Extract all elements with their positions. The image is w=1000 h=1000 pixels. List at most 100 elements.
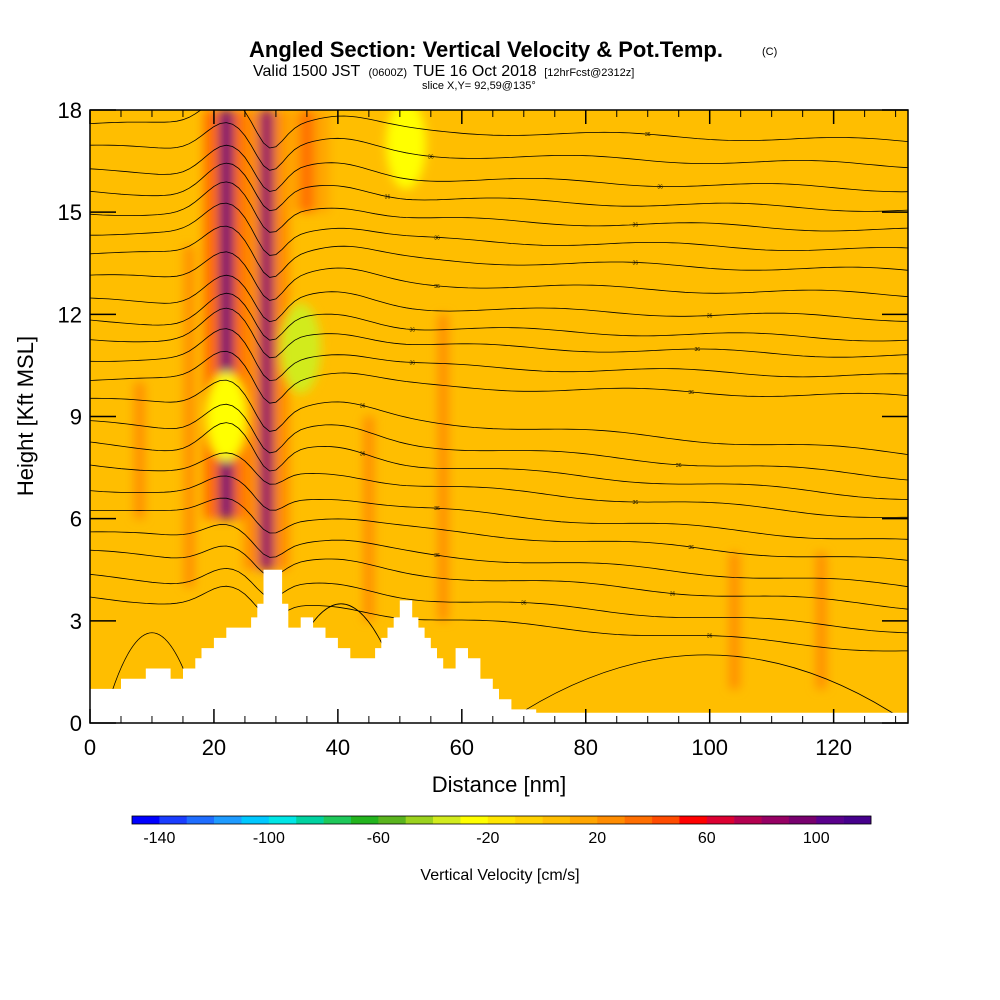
isentrope-label: 36 (657, 185, 663, 191)
colorbar-segment (843, 816, 872, 824)
isentrope-line (90, 497, 908, 561)
colorbar-segment (159, 816, 188, 824)
chart-title-tag: (C) (762, 46, 777, 58)
colorbar-tick-label: 60 (698, 830, 716, 847)
valid-prefix: Valid 1500 JST (253, 63, 361, 80)
colorbar-segment (679, 816, 708, 824)
x-axis: 0 20 40 60 80 100 120 (84, 110, 897, 760)
slice-info: slice X,Y= 92,59@135° (422, 80, 536, 92)
isentrope-line (90, 567, 908, 634)
isentrope-label: 36 (385, 195, 391, 201)
isentrope-label: 36 (633, 260, 639, 266)
colorbar-tick-label: -20 (476, 830, 499, 847)
isentrope-label: 36 (707, 314, 713, 320)
chart-subtitle: Valid 1500 JST (0600Z) TUE 16 Oct 2018 [… (253, 63, 634, 80)
colorbar-tick-label: -60 (367, 830, 390, 847)
isentrope-label: 36 (676, 463, 682, 469)
colorbar-segment (405, 816, 434, 824)
weak-updraft (363, 416, 374, 621)
y-tick-label: 3 (70, 609, 82, 634)
isentrope-label: 36 (409, 327, 415, 333)
x-tick-label: 80 (574, 735, 598, 760)
x-tick-label: 0 (84, 735, 96, 760)
isentrope-lines: 36 36 36 36 36 36 36 36 36 36 36 36 36 36 36 36 36 36 36 36… (90, 110, 908, 723)
colorbar-segment (734, 816, 762, 824)
weak-updraft (729, 552, 740, 689)
colorbar-segment (788, 816, 817, 824)
isentrope-line (90, 181, 908, 233)
isentrope-line (90, 475, 908, 540)
isentrope-label: 36 (434, 284, 440, 290)
isentrope-line (90, 144, 908, 193)
isentrope-line (90, 307, 908, 359)
isentrope-label: 36 (707, 634, 713, 640)
y-tick-label: 6 (70, 507, 82, 532)
isentrope-label: 36 (670, 592, 676, 598)
updraft-column (299, 110, 314, 213)
forecast-info: [12hrFcst@2312z] (544, 67, 634, 79)
colorbar-segment (761, 816, 790, 824)
weak-updraft (134, 382, 145, 519)
plot-area: 36 36 36 36 36 36 36 36 36 36 36 36 36 36 36 36 36 36 36 36… (90, 110, 908, 723)
colorbar-segment (460, 816, 489, 824)
y-tick-label: 9 (70, 405, 82, 430)
weak-updraft (438, 314, 449, 621)
isentrope-label: 36 (688, 545, 694, 551)
isentrope-label: 36 (633, 223, 639, 229)
colorbar-segment (378, 816, 407, 824)
colorbar-segment (186, 816, 215, 824)
colorbar-frame (131, 815, 872, 825)
isentrope-label: 36 (409, 360, 415, 366)
y-tick-label: 0 (70, 711, 82, 736)
isentrope-label: 36 (645, 132, 651, 138)
isentrope-label: 36 (633, 500, 639, 506)
x-axis-label: Distance [nm] (432, 772, 567, 797)
colorbar-segment (433, 816, 461, 824)
weak-updraft (816, 552, 827, 689)
isentrope-line (90, 274, 908, 323)
colorbar-segment (652, 816, 680, 824)
colorbar-segment (241, 816, 270, 824)
isentrope-line (90, 403, 908, 481)
isentrope-line (90, 452, 908, 518)
isentrope-label: 36 (688, 390, 694, 396)
colorbar-segment (515, 816, 543, 824)
colorbar-tick-label: 20 (588, 830, 606, 847)
colorbar-segment (268, 816, 297, 824)
terrain (90, 569, 908, 723)
x-tick-label: 40 (326, 735, 350, 760)
isentrope-line (90, 328, 908, 382)
y-tick-label: 15 (58, 200, 82, 225)
isentrope-label: 36 (434, 553, 440, 559)
isentrope-line (90, 545, 908, 610)
isentrope-line (90, 585, 908, 652)
colorbar-segment (624, 816, 653, 824)
isentrope-label: 36 (360, 403, 366, 409)
colorbar-segment (350, 816, 379, 824)
isentrope-line (90, 524, 908, 588)
isentrope-line (90, 379, 908, 455)
isentrope-label: 36 (521, 601, 527, 607)
isentrope-line (90, 251, 908, 301)
isentrope-line (90, 202, 908, 256)
x-tick-label: 20 (202, 735, 226, 760)
isentrope-label: 36 (434, 506, 440, 512)
isentrope-label: 36 (428, 154, 434, 160)
isentrope-line (90, 162, 908, 212)
colorbar-label: Vertical Velocity [cm/s] (420, 867, 579, 884)
isentrope-line (90, 122, 908, 171)
updraft-column (259, 110, 274, 570)
colorbar-segment (214, 816, 242, 824)
colorbar-segment (323, 816, 352, 824)
valid-utc: (0600Z) (368, 67, 407, 79)
x-tick-label: 60 (450, 735, 474, 760)
colorbar-segment (569, 816, 598, 824)
colorbar-segment (706, 816, 735, 824)
downdraft-region (386, 110, 427, 190)
downdraft-region (206, 371, 247, 462)
chart-title: Angled Section: Vertical Velocity & Pot.… (249, 37, 723, 62)
valid-date: TUE 16 Oct 2018 (413, 63, 537, 80)
y-tick-label: 12 (58, 302, 82, 327)
